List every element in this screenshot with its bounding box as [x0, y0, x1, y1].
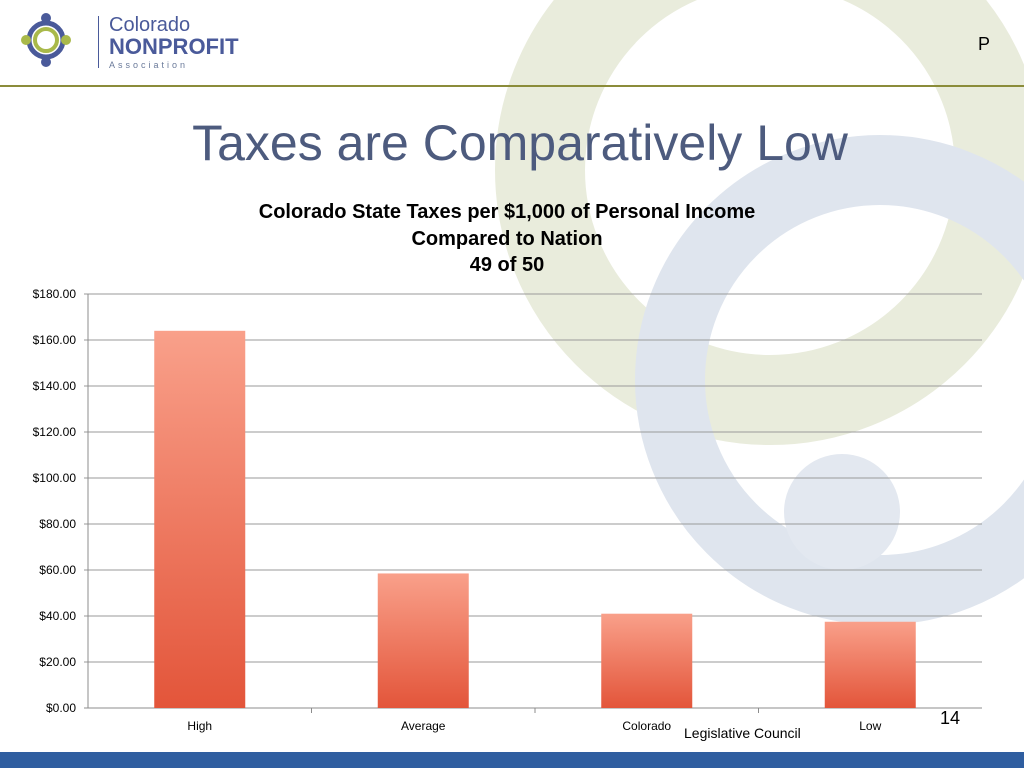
y-tick-label: $20.00	[39, 655, 76, 669]
corner-letter: P	[977, 34, 990, 54]
logo-divider	[98, 16, 99, 68]
header-rule	[0, 85, 1024, 87]
x-tick-label: High	[187, 719, 212, 733]
x-tick-label: Average	[401, 719, 446, 733]
bar-colorado	[601, 613, 693, 708]
source-note: Legislative Council	[684, 725, 801, 741]
y-tick-label: $60.00	[39, 563, 76, 577]
y-tick-label: $100.00	[33, 471, 77, 485]
slide-title: Taxes are Comparatively Low	[192, 115, 848, 171]
x-tick-label: Low	[859, 719, 881, 733]
page-number: 14	[940, 708, 961, 728]
x-tick-label: Colorado	[622, 719, 671, 733]
logo-text-nonprofit: NONPROFIT	[109, 34, 239, 59]
logo-text-colorado: Colorado	[109, 14, 191, 36]
chart-title-line-3: 49 of 50	[469, 254, 545, 276]
bar-low	[824, 621, 916, 708]
logo-mark-icon	[21, 13, 71, 67]
footer-band	[0, 752, 1024, 768]
logo-text-association: Association	[109, 60, 189, 70]
bar-chart: $0.00 $20.00 $40.00 $60.00 $80.00 $100.00 $120…	[33, 287, 982, 733]
bar-average	[377, 573, 469, 708]
y-tick-label: $0.00	[46, 701, 76, 715]
y-tick-label: $120.00	[33, 425, 77, 439]
colorado-nonprofit-logo: Colorado NONPROFIT Association	[14, 10, 239, 72]
y-tick-label: $40.00	[39, 609, 76, 623]
y-tick-label: $140.00	[33, 379, 77, 393]
chart-title-line-1: Colorado State Taxes per $1,000 of Perso…	[258, 201, 756, 223]
y-tick-label: $160.00	[33, 333, 77, 347]
chart-title-line-2: Compared to Nation	[411, 228, 603, 250]
y-tick-label: $80.00	[39, 517, 76, 531]
bar-high	[154, 330, 246, 708]
y-tick-label: $180.00	[33, 287, 77, 301]
